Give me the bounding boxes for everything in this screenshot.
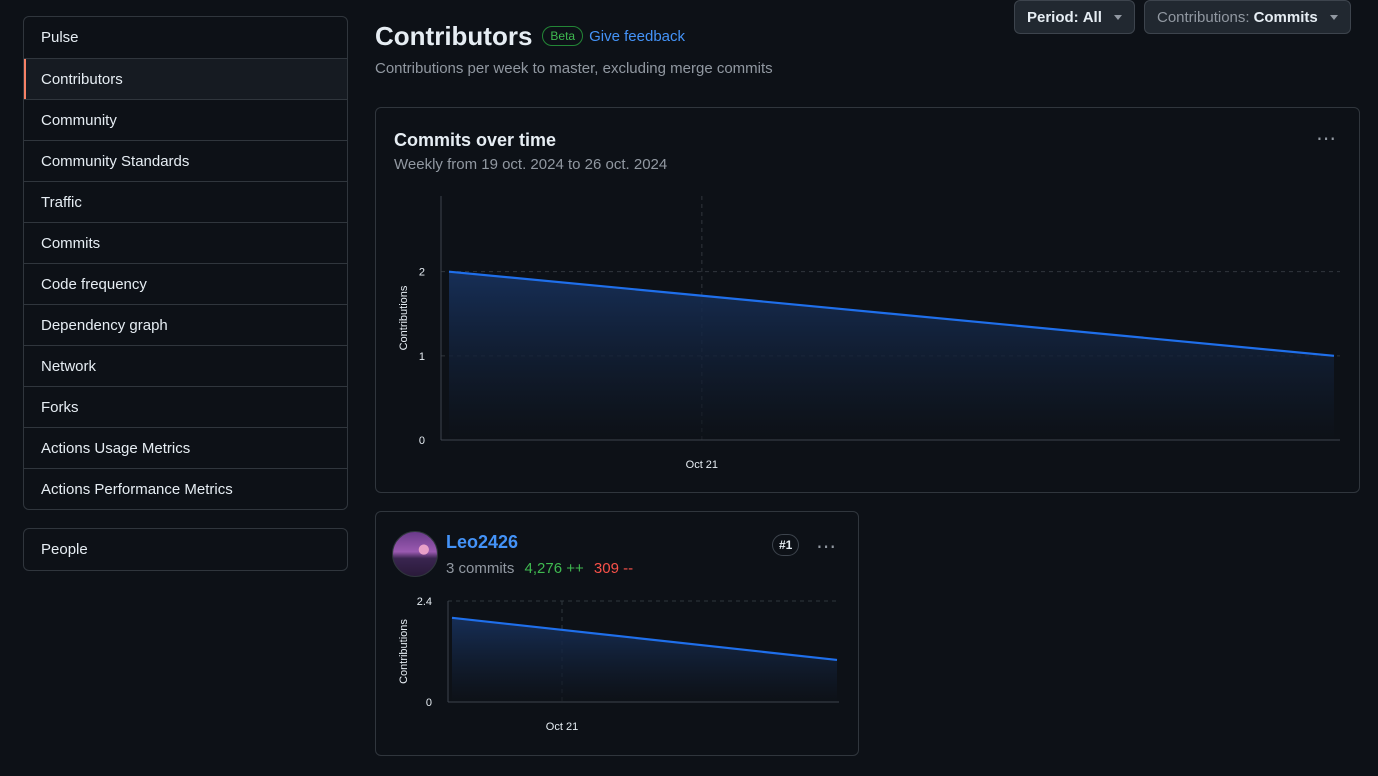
page-title: Contributors — [375, 20, 533, 51]
commit-count[interactable]: 3 commits — [446, 560, 515, 577]
sidebar-item-people[interactable]: People — [41, 541, 88, 558]
contributions-value: Commits — [1253, 8, 1318, 26]
give-feedback-link[interactable]: Give feedback — [589, 27, 685, 45]
series-area — [452, 617, 837, 702]
sidebar-item-actions-usage-metrics[interactable]: Actions Usage Metrics — [24, 427, 347, 468]
contributor-username[interactable]: Leo2426 — [446, 532, 519, 552]
x-tick-label: Oct 21 — [686, 459, 718, 471]
period-select-button[interactable]: Period: All — [1014, 0, 1135, 34]
beta-badge: Beta — [542, 26, 584, 46]
deletions-count: 309 -- — [593, 560, 634, 577]
sidebar-item-forks[interactable]: Forks — [24, 386, 347, 427]
sidebar-item-commits[interactable]: Commits — [24, 222, 347, 263]
contributor-chart: 0 2.4 Oct 21 Contributions — [398, 596, 839, 733]
contributor-card: Leo2426 3 commits 4,276 ++ 309 -- #1 ⋯ 0… — [375, 511, 859, 756]
y-axis-label: Contributions — [398, 619, 410, 684]
period-value: All — [1082, 8, 1102, 26]
series-line — [448, 270, 1335, 357]
sidebar-item-code-frequency[interactable]: Code frequency — [24, 263, 347, 304]
y-tick-label: 2 — [419, 267, 425, 279]
chevron-down-icon — [1329, 14, 1338, 20]
title-row: Contributors Beta Give feedback — [375, 16, 1360, 56]
people-nav: People — [23, 528, 348, 571]
y-axis-label: Contributions — [398, 285, 410, 350]
sidebar-item-dependency-graph[interactable]: Dependency graph — [24, 304, 347, 345]
insights-nav: Pulse Contributors Community Community S… — [23, 16, 348, 510]
sidebar-item-traffic[interactable]: Traffic — [24, 181, 347, 222]
sidebar-item-community[interactable]: Community — [24, 99, 347, 140]
avatar[interactable] — [392, 531, 438, 577]
main-content: Contributors Beta Give feedback Contribu… — [375, 16, 1360, 78]
chart-title: Commits over time — [394, 130, 557, 150]
commits-chart: 0 1 2 Oct 21 Contributions — [398, 196, 1340, 471]
y-tick-label: 0 — [426, 697, 432, 709]
sidebar-item-actions-performance-metrics[interactable]: Actions Performance Metrics — [24, 468, 347, 509]
commits-over-time-card: Commits over time Weekly from 19 oct. 20… — [375, 107, 1360, 493]
x-tick-label: Oct 21 — [546, 721, 578, 733]
rank-badge: #1 — [772, 534, 800, 556]
sidebar-item-community-standards[interactable]: Community Standards — [24, 140, 347, 181]
sidebar: Pulse Contributors Community Community S… — [23, 16, 348, 571]
series-line — [451, 616, 838, 662]
additions-count: 4,276 ++ — [524, 560, 584, 577]
chevron-down-icon — [1113, 14, 1122, 20]
contributor-stats: 3 commits 4,276 ++ 309 -- — [446, 560, 633, 577]
y-tick-label: 0 — [419, 435, 425, 447]
sidebar-item-network[interactable]: Network — [24, 345, 347, 386]
sidebar-item-pulse[interactable]: Pulse — [41, 29, 79, 46]
y-tick-label: 1 — [419, 351, 425, 363]
period-label: Period: — [1027, 8, 1079, 26]
sidebar-item-contributors[interactable]: Contributors — [24, 58, 347, 99]
series-area — [449, 271, 1334, 440]
page-subtitle: Contributions per week to master, exclud… — [375, 60, 773, 77]
y-tick-label: 2.4 — [417, 596, 432, 608]
chart-subtitle: Weekly from 19 oct. 2024 to 26 oct. 2024 — [394, 156, 668, 173]
contributions-select-button[interactable]: Contributions: Commits — [1144, 0, 1351, 34]
contributions-label: Contributions: — [1157, 8, 1250, 26]
